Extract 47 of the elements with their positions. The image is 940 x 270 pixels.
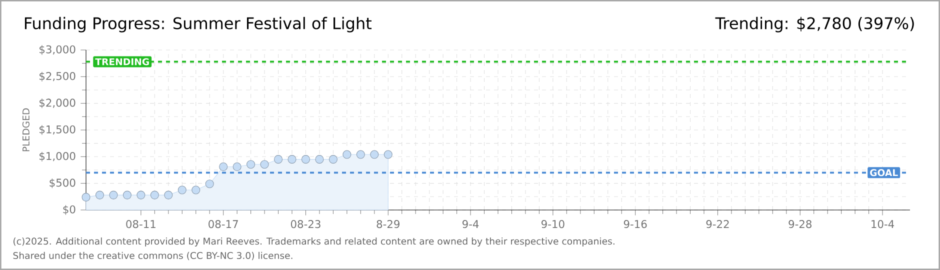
ref-line-label: TRENDING <box>95 58 149 66</box>
point <box>370 150 379 159</box>
y-tick-label: $1,000 <box>40 152 76 162</box>
chart-title: Funding Progress: Summer Festival of Light <box>24 16 372 32</box>
point <box>328 155 338 164</box>
point <box>205 180 214 188</box>
x-tick-label: 10-4 <box>872 220 894 228</box>
point <box>82 192 90 202</box>
point <box>288 155 296 164</box>
point <box>192 186 200 194</box>
ref-line-label: GOAL <box>870 169 898 176</box>
y-tick-label: $2,500 <box>40 72 76 82</box>
point <box>384 150 392 159</box>
y-tick-label: $3,000 <box>40 45 76 55</box>
point <box>150 190 159 200</box>
chart-subtitle: Trending: $2,780 (397%) <box>715 16 914 32</box>
y-tick-label: $1,500 <box>40 125 76 135</box>
point <box>274 155 283 164</box>
point <box>356 150 365 159</box>
point <box>219 162 228 172</box>
y-tick-label: $0 <box>63 205 76 215</box>
text: Shared under the creative commons (CC BY-NC 3.0) license. <box>13 252 292 260</box>
y-tick-label: $500 <box>50 178 76 188</box>
x-tick-label: 08-11 <box>126 220 156 228</box>
point <box>260 160 269 169</box>
point <box>315 155 324 164</box>
x-tick-label: 9-16 <box>624 220 647 228</box>
point <box>136 190 146 200</box>
point <box>178 186 186 194</box>
point <box>246 160 256 169</box>
x-tick-label: 9-22 <box>706 220 729 228</box>
point <box>164 190 173 200</box>
y-tick-label: $2,000 <box>40 98 76 108</box>
text: (c)2025. Additional content provided by Mari Reeves. Trademarks and related content are owned by their respective companies. <box>14 237 614 247</box>
point <box>109 190 118 200</box>
x-tick-label: 9-10 <box>542 220 564 228</box>
point <box>122 190 132 200</box>
x-tick-label: 08-23 <box>290 220 320 228</box>
x-tick-label: 9-28 <box>788 220 812 228</box>
point <box>232 162 242 172</box>
point <box>301 155 310 164</box>
point <box>95 190 104 200</box>
x-tick-label: 08-17 <box>208 220 238 228</box>
x-tick-label: 9-4 <box>462 220 479 228</box>
point <box>342 150 352 159</box>
y-axis-title: PLEDGED <box>22 108 30 152</box>
x-tick-label: 8-29 <box>376 220 400 228</box>
